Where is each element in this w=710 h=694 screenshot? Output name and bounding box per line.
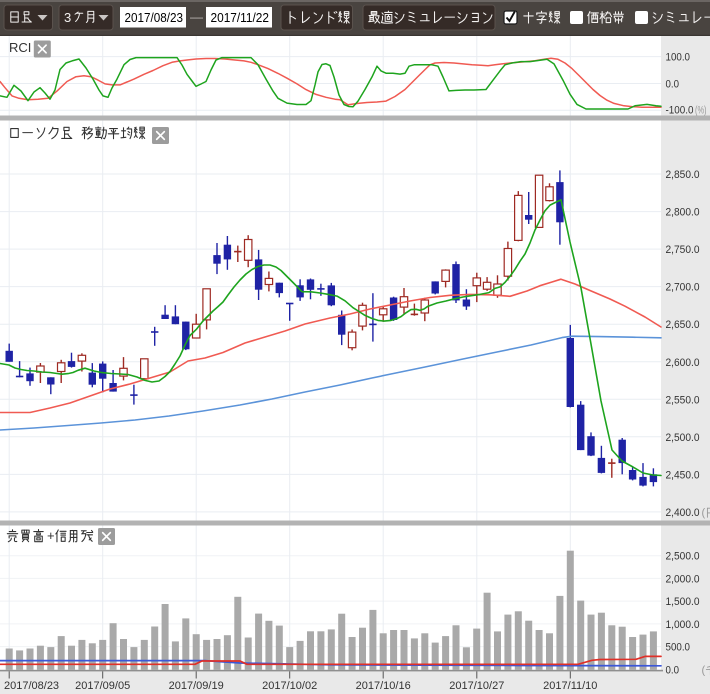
svg-text:2017/11/10: 2017/11/10: [543, 680, 597, 692]
svg-text:1,500.0: 1,500.0: [666, 596, 700, 608]
svg-text:RCI: RCI: [9, 40, 31, 55]
svg-text:2,500.0: 2,500.0: [666, 432, 700, 444]
svg-text:2,750.0: 2,750.0: [666, 244, 700, 256]
svg-text:(: (: [702, 665, 706, 677]
svg-text:(%): (%): [695, 105, 707, 117]
svg-text:2,800.0: 2,800.0: [666, 207, 700, 219]
svg-text:—: —: [190, 10, 203, 25]
svg-text:500.0: 500.0: [666, 642, 691, 654]
svg-text:100.0: 100.0: [666, 52, 691, 64]
svg-text:2017/10/27: 2017/10/27: [449, 680, 504, 692]
svg-text:(: (: [702, 507, 706, 519]
svg-text:2017/08/23: 2017/08/23: [4, 680, 59, 692]
svg-text:2017/09/19: 2017/09/19: [169, 680, 224, 692]
svg-text:2017/09/05: 2017/09/05: [75, 680, 130, 692]
svg-text:2,000.0: 2,000.0: [666, 573, 700, 585]
svg-text:2017/11/22: 2017/11/22: [211, 10, 270, 25]
svg-text:0.0: 0.0: [666, 79, 680, 91]
svg-text:2,700.0: 2,700.0: [666, 282, 700, 294]
svg-text:+: +: [47, 528, 55, 543]
svg-text:-100.0: -100.0: [666, 105, 694, 117]
svg-text:2,500.0: 2,500.0: [666, 551, 700, 563]
svg-text:2,650.0: 2,650.0: [666, 319, 700, 331]
svg-text:2,550.0: 2,550.0: [666, 394, 700, 406]
svg-text:2017/10/16: 2017/10/16: [356, 680, 411, 692]
svg-text:2017/10/02: 2017/10/02: [262, 680, 317, 692]
svg-text:3: 3: [64, 10, 71, 25]
svg-text:2,450.0: 2,450.0: [666, 469, 700, 481]
svg-text:2,850.0: 2,850.0: [666, 169, 700, 181]
svg-text:2017/08/23: 2017/08/23: [125, 10, 184, 25]
svg-text:0.0: 0.0: [666, 664, 680, 676]
svg-text:2,600.0: 2,600.0: [666, 357, 700, 369]
svg-text:2,400.0: 2,400.0: [666, 507, 700, 519]
svg-text:1,000.0: 1,000.0: [666, 619, 700, 631]
